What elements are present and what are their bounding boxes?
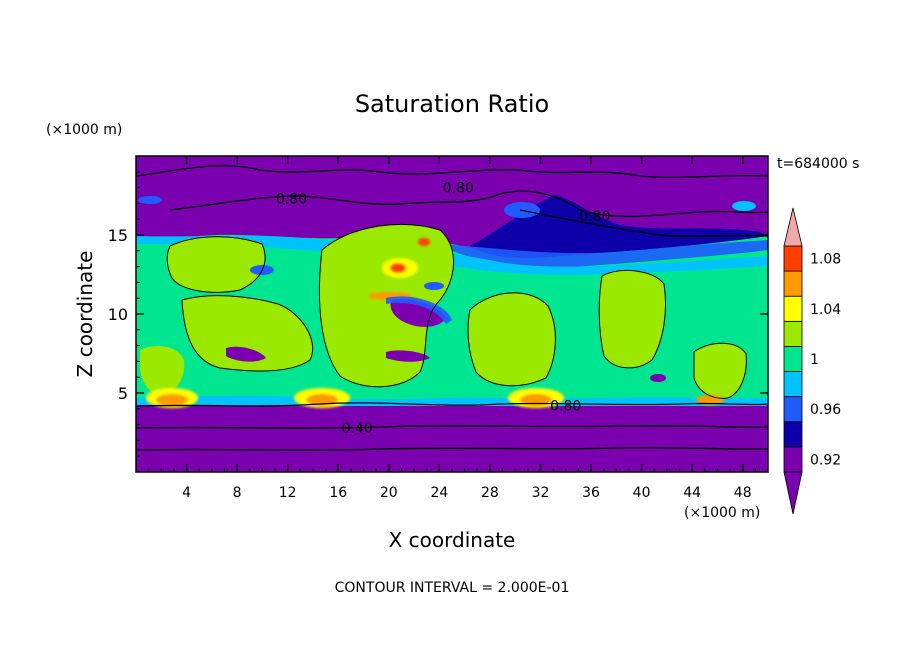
colorbar-band (783, 270, 803, 297)
x-unit-label: (×1000 m) (684, 505, 760, 521)
x-axis-ticks: 4 8 12 16 20 24 28 32 36 40 44 48 (148, 156, 756, 501)
colorbar-band (783, 446, 803, 473)
dry-intrusions (138, 196, 756, 382)
x-axis-label: X coordinate (389, 528, 516, 552)
lower-dry-region (136, 406, 768, 472)
y-unit-label: (×1000 m) (46, 122, 122, 138)
colorbar-tick-label: 1.08 (810, 252, 841, 268)
colorbar-tick-label: 1 (810, 352, 819, 368)
x-tick-label: 48 (734, 485, 752, 501)
x-tick-label: 36 (582, 485, 600, 501)
colorbar-band (783, 320, 803, 347)
x-tick-label: 28 (481, 485, 499, 501)
x-tick-label: 16 (329, 485, 347, 501)
contour-label: 0.40 (342, 421, 373, 437)
x-tick-label: 8 (233, 485, 242, 501)
colorbar-band (783, 421, 803, 448)
y-tick-label: 5 (118, 384, 128, 403)
contour-label: 0.80 (443, 181, 474, 197)
cloud-region-6 (694, 343, 747, 399)
cloud-region-1 (167, 236, 266, 293)
upper-blue-patch (470, 195, 768, 258)
colorbar-band (783, 396, 803, 423)
y-tick-label: 15 (108, 226, 128, 245)
cloud-region-4 (468, 292, 556, 386)
time-label: t=684000 s (777, 156, 859, 172)
x-tick-label: 4 (182, 485, 191, 501)
x-tick-label: 24 (430, 485, 448, 501)
y-axis-label: Z coordinate (73, 251, 97, 378)
y-axis-ticks: 5 10 15 (108, 171, 768, 457)
colorbar-tick-label: 1.04 (810, 302, 841, 318)
cloud-region-2 (182, 295, 313, 371)
chart-title: Saturation Ratio (355, 90, 549, 118)
colorbar-band (783, 346, 803, 372)
colorbar-band (783, 295, 803, 322)
colorbar-band (783, 371, 803, 398)
x-tick-label: 12 (279, 485, 297, 501)
contour-labels: 0.80 0.80 0.80 0.80 0.40 (276, 181, 611, 437)
x-tick-label: 40 (633, 485, 651, 501)
contour-lines (136, 165, 768, 451)
upper-light-blue-band (440, 240, 768, 268)
colorbar-tick-label: 0.92 (810, 452, 841, 468)
cloud-region-5 (599, 270, 666, 368)
x-tick-label: 20 (380, 485, 398, 501)
colorbar: 0.92 0.96 1 1.04 1.08 (783, 207, 841, 515)
colorbar-over-triangle (783, 207, 803, 247)
cloud-region-3 (319, 224, 454, 387)
lower-cyan-edge (136, 395, 768, 406)
y-tick-label: 10 (108, 305, 128, 324)
colorbar-under-triangle (783, 471, 803, 515)
contour-label: 0.80 (579, 209, 610, 225)
contour-label: 0.80 (550, 399, 581, 415)
colorbar-tick-label: 0.96 (810, 402, 841, 418)
x-tick-label: 44 (683, 485, 701, 501)
x-tick-label: 32 (532, 485, 550, 501)
colorbar-band (783, 245, 803, 272)
plot-field: 0.80 0.80 0.80 0.80 0.40 (136, 156, 768, 472)
contour-interval-footer: CONTOUR INTERVAL = 2.000E-01 (335, 580, 570, 596)
contour-label: 0.80 (276, 192, 307, 208)
cloud-region-7 (140, 345, 185, 396)
